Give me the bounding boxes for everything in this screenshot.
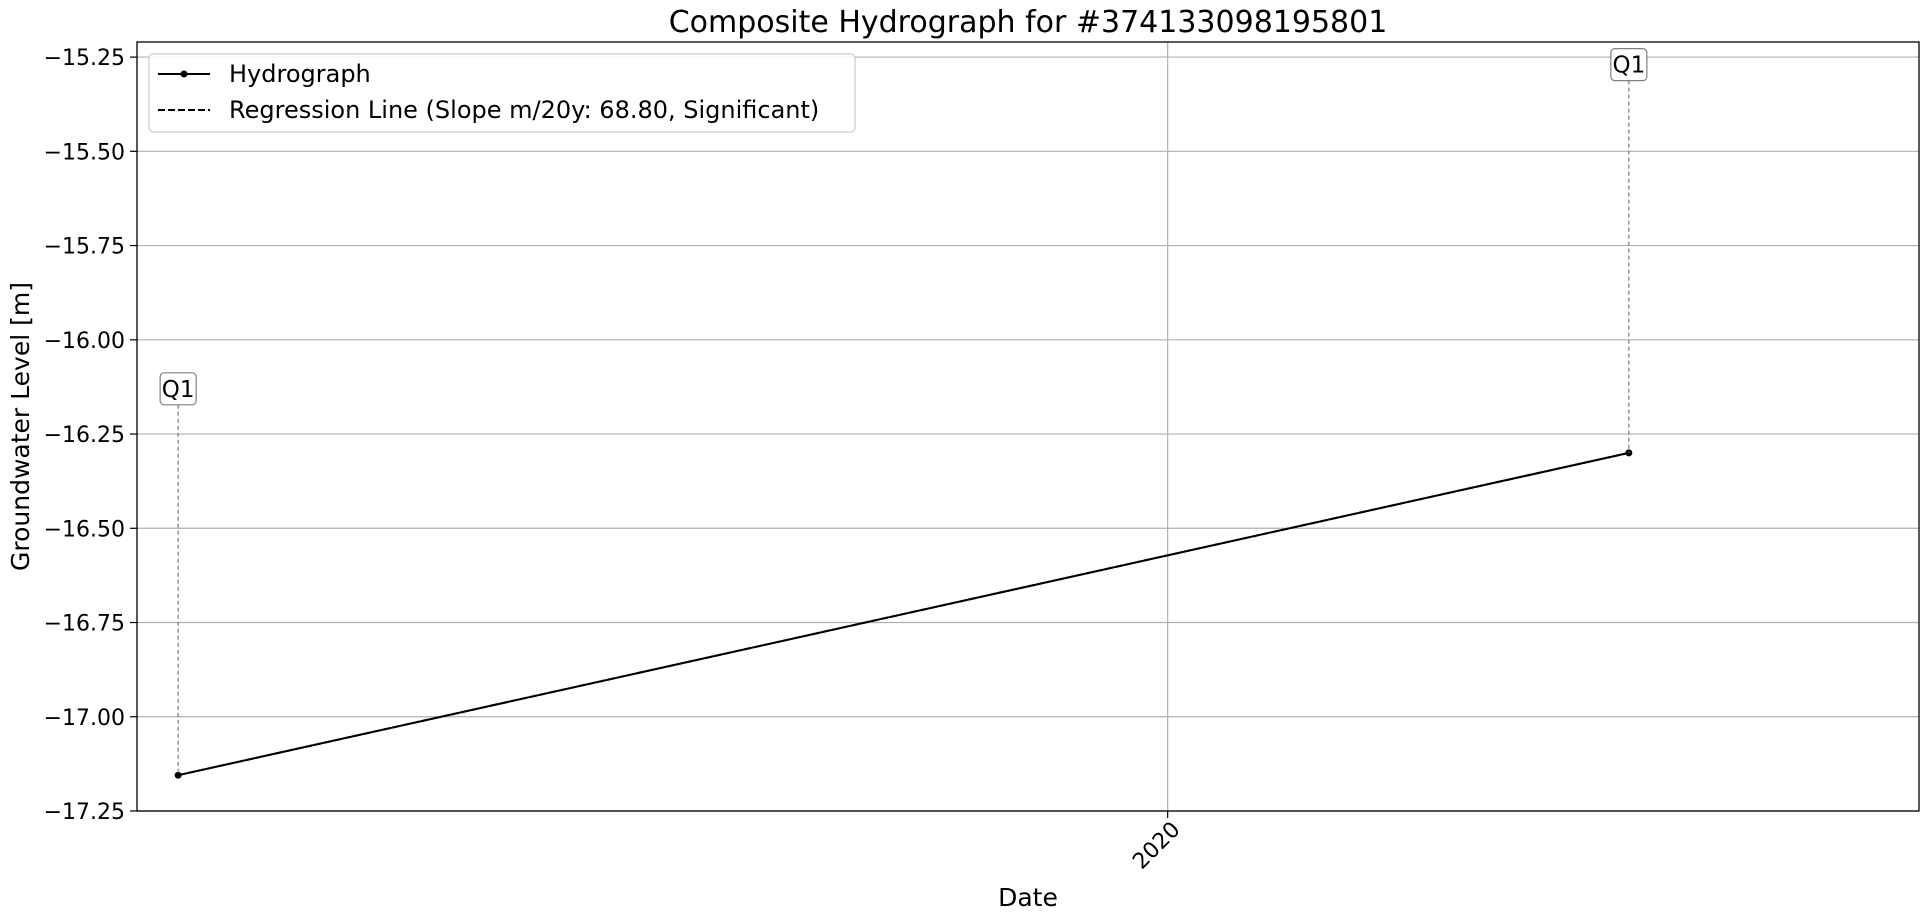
- x-axis-label: Date: [998, 883, 1058, 912]
- legend-hydrograph-label: Hydrograph: [229, 60, 371, 88]
- annotation-label: Q1: [162, 377, 195, 403]
- legend-regression-label: Regression Line (Slope m/20y: 68.80, Sig…: [229, 96, 819, 124]
- y-tick-label: −17.25: [44, 800, 125, 825]
- chart-title: Composite Hydrograph for #37413309819580…: [669, 5, 1388, 40]
- legend-box: [148, 53, 856, 133]
- y-tick-label: −17.00: [44, 706, 125, 731]
- tick-layer: −17.25 −17.00 −16.75 −16.50 −16.25 −16.00 −15.…: [44, 46, 1186, 874]
- y-tick-label: −16.75: [44, 612, 125, 637]
- series-layer: [174, 449, 1633, 779]
- y-tick-label: −15.50: [44, 140, 125, 165]
- plot-frame: [136, 41, 1920, 812]
- annotation-box: [1610, 48, 1648, 82]
- y-tick-label: −15.75: [44, 235, 125, 260]
- y-tick-label: −15.25: [44, 46, 125, 71]
- y-tick-label: −16.00: [44, 329, 125, 354]
- legend: Hydrograph Regression Line (Slope m/20y:…: [148, 53, 856, 133]
- y-axis-label: Groundwater Level [m]: [6, 282, 35, 571]
- annotation-box: [159, 372, 197, 406]
- legend-hydrograph-marker: [180, 70, 188, 78]
- grid-lines: [137, 42, 1919, 812]
- annotations-layer: Q1 Q1: [159, 48, 1648, 776]
- y-tick-label: −16.25: [44, 423, 125, 448]
- y-tick-label: −16.50: [44, 517, 125, 542]
- regression-line: [177, 451, 1630, 777]
- annotation-label: Q1: [1612, 53, 1645, 79]
- x-tick-label: 2020: [1128, 817, 1185, 874]
